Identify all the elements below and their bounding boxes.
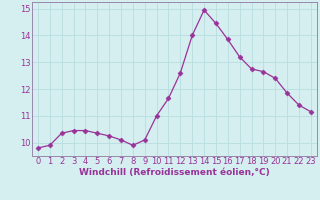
X-axis label: Windchill (Refroidissement éolien,°C): Windchill (Refroidissement éolien,°C): [79, 168, 270, 177]
